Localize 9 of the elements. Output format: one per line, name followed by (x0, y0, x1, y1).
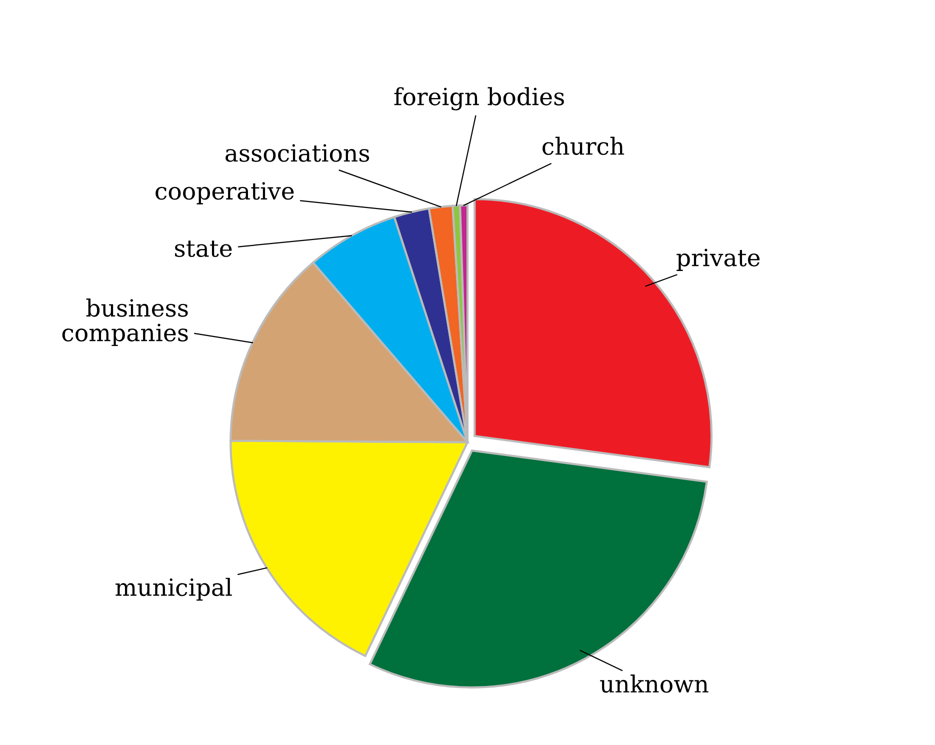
slice-label: state (175, 240, 232, 258)
slice-label: municipal (116, 578, 232, 601)
slice-label: unknown (600, 674, 708, 693)
slice-label: cooperative (156, 182, 294, 204)
slice-label: associations (226, 144, 370, 162)
slice-label: foreign bodies (394, 87, 564, 110)
slice-label: church (542, 136, 624, 156)
slice-label: private (676, 248, 760, 272)
slice-label: business companies (62, 298, 188, 346)
